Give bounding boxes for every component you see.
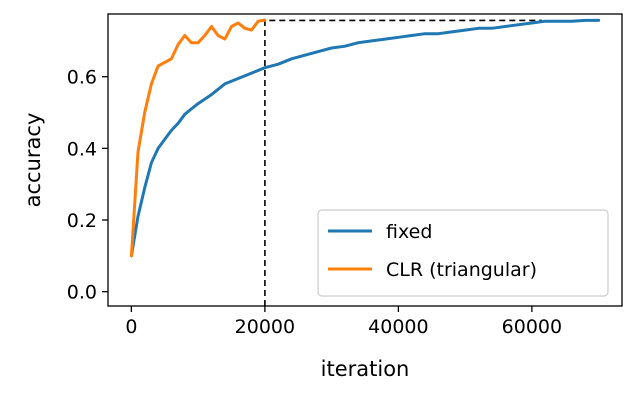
y-tick-label: 0.4 [67,138,97,160]
legend: fixed CLR (triangular) [317,209,609,297]
x-axis-title: iteration [321,357,410,381]
y-axis: 0.0 0.2 0.4 0.6 [67,67,108,304]
legend-box [317,209,609,297]
x-tick-label: 20000 [235,316,295,338]
plot-marks [129,18,601,306]
x-tick-label: 40000 [368,316,428,338]
series-line-fixed [129,18,601,258]
y-tick-label: 0.2 [67,210,97,232]
x-tick-label: 0 [125,316,137,338]
y-axis-title: accuracy [21,113,45,208]
plot-frame [107,13,623,307]
legend-label-fixed: fixed [386,221,432,243]
y-tick-label: 0.6 [67,67,97,89]
x-tick-label: 60000 [502,316,562,338]
y-tick-label: 0.0 [67,282,97,304]
series-line-clr-triangular [129,18,267,258]
legend-label-clr-triangular: CLR (triangular) [386,259,537,281]
x-axis: 0 20000 40000 60000 [125,306,562,338]
